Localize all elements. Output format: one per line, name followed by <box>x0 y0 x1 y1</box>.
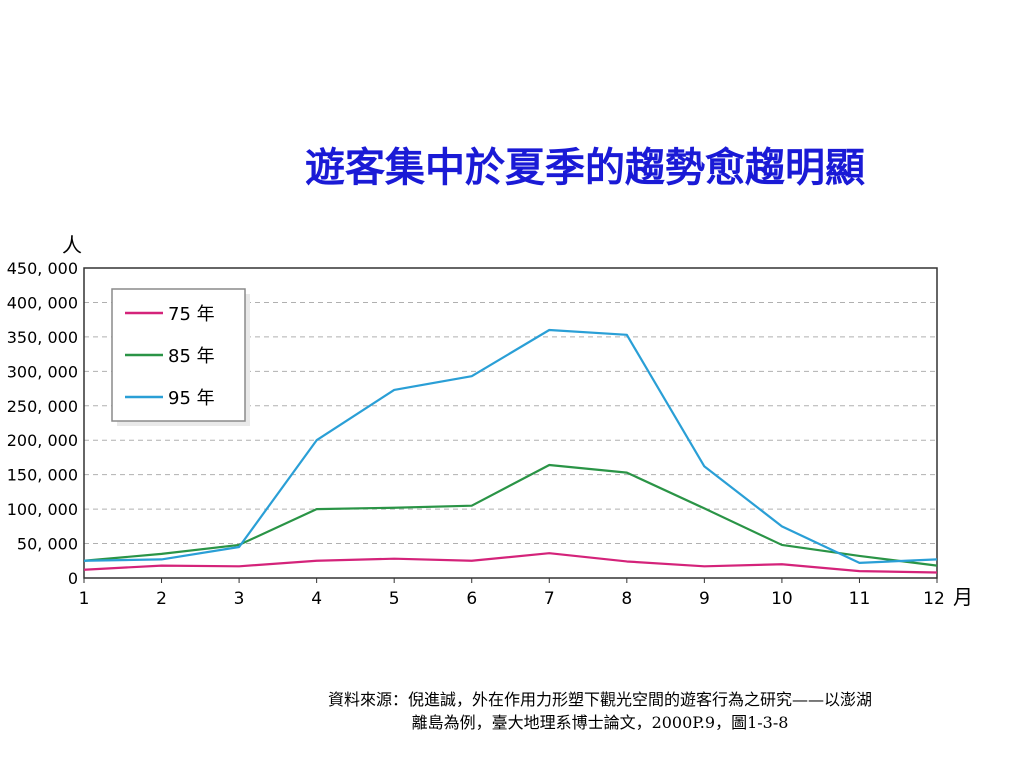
x-tick-label: 5 <box>389 589 400 609</box>
axes <box>83 267 938 579</box>
y-tick-label: 450, 000 <box>7 259 78 278</box>
y-tick-label: 300, 000 <box>7 362 78 381</box>
y-tick-label: 350, 000 <box>7 328 78 347</box>
grid-lines <box>84 301 937 545</box>
plot-frame <box>83 267 938 579</box>
x-tick-label: 3 <box>234 589 245 609</box>
x-tick-label: 1 <box>79 589 90 609</box>
legend-label: 95 年 <box>168 388 215 409</box>
y-tick-label: 50, 000 <box>17 535 78 554</box>
x-tick-label: 2 <box>156 589 167 609</box>
series-lines <box>83 328 938 574</box>
source-line-1: 資料來源：倪進誠，外在作用力形塑下觀光空間的遊客行為之研究——以澎湖 <box>327 690 872 709</box>
legend-label: 75 年 <box>168 304 215 325</box>
y-tick-label: 400, 000 <box>7 293 78 312</box>
series-line <box>83 328 938 564</box>
legend-label: 85 年 <box>168 346 215 367</box>
x-axis-ticks: 1 2 3 4 5 6 7 8 9 10 11 12 <box>79 578 945 609</box>
series-line <box>83 463 938 567</box>
chart-title: 遊客集中於夏季的趨勢愈趨明顯 <box>305 144 865 191</box>
x-tick-label: 7 <box>544 589 555 609</box>
y-tick-label: 0 <box>68 569 78 588</box>
x-tick-label: 9 <box>699 589 710 609</box>
y-tick-label: 250, 000 <box>7 397 78 416</box>
x-tick-label: 12 <box>923 589 945 609</box>
source-note: 資料來源：倪進誠，外在作用力形塑下觀光空間的遊客行為之研究——以澎湖 離島為例，… <box>200 688 1000 734</box>
source-line-2: 離島為例，臺大地理系博士論文，2000P.9，圖1-3-8 <box>411 713 789 732</box>
y-tick-label: 100, 000 <box>7 500 78 519</box>
x-tick-label: 11 <box>849 589 871 609</box>
x-tick-label: 4 <box>311 589 322 609</box>
series-line <box>83 552 938 574</box>
x-tick-label: 6 <box>466 589 477 609</box>
legend: 75 年 85 年 95 年 <box>111 288 250 426</box>
y-tick-label: 150, 000 <box>7 466 78 485</box>
y-tick-label: 200, 000 <box>7 431 78 450</box>
y-axis-label: 人 <box>62 233 82 257</box>
x-tick-label: 10 <box>771 589 793 609</box>
x-axis-label: 月 <box>953 585 973 609</box>
y-axis-ticks: 450, 000 400, 000 350, 000 300, 000 250, 000… <box>7 259 78 588</box>
x-tick-label: 8 <box>621 589 632 609</box>
